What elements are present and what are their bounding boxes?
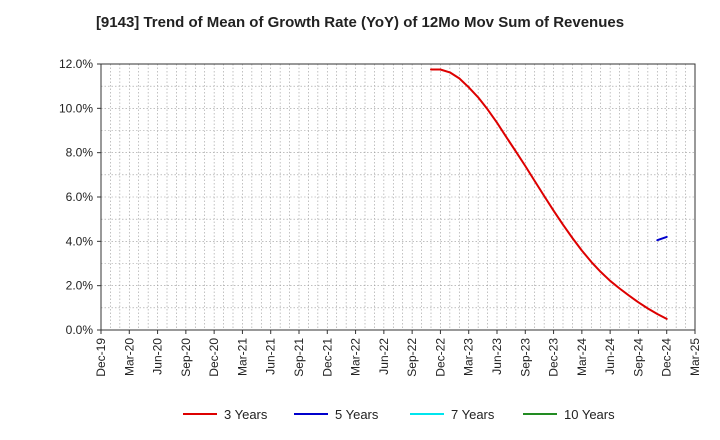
x-tick-label: Sep-21 — [292, 338, 306, 377]
x-tick-label: Mar-21 — [235, 338, 249, 376]
x-tick-label: Mar-20 — [122, 338, 136, 376]
y-tick-label: 2.0% — [66, 279, 94, 293]
legend-label-3-years: 3 Years — [224, 407, 268, 422]
legend-label-10-years: 10 Years — [564, 407, 615, 422]
y-tick-label: 8.0% — [66, 146, 94, 160]
legend-label-5-years: 5 Years — [335, 407, 379, 422]
y-tick-label: 10.0% — [59, 101, 93, 115]
x-tick-label: Jun-21 — [264, 338, 278, 375]
x-tick-label: Dec-24 — [660, 338, 674, 377]
y-tick-label: 0.0% — [66, 323, 94, 337]
series-line-3-years — [430, 68, 668, 320]
x-tick-label: Jun-20 — [151, 338, 165, 375]
series-layer — [430, 68, 668, 320]
x-tick-label: Dec-19 — [94, 338, 108, 377]
x-tick-label: Mar-23 — [462, 338, 476, 376]
axis-layer: 0.0% 2.0% 4.0% 6.0% 8.0% 10.0% 12.0% Dec-19 Mar-… — [59, 57, 702, 377]
y-tick-label: 12.0% — [59, 57, 93, 71]
x-tick-label: Mar-25 — [688, 338, 702, 376]
y-tick-label: 6.0% — [66, 190, 94, 204]
y-tick-label: 4.0% — [66, 234, 94, 248]
x-tick-label: Sep-20 — [179, 338, 193, 377]
x-tick-label: Sep-22 — [405, 338, 419, 377]
x-tick-label: Dec-21 — [320, 338, 334, 377]
x-tick-label: Mar-22 — [349, 338, 363, 376]
legend-label-7-years: 7 Years — [451, 407, 495, 422]
x-tick-label: Sep-23 — [518, 338, 532, 377]
grid-layer — [100, 63, 696, 331]
x-tick-label: Mar-24 — [575, 338, 589, 376]
legend-layer: 3 Years 5 Years 7 Years 10 Years — [183, 407, 615, 422]
x-tick-label: Jun-22 — [377, 338, 391, 375]
chart-title: [9143] Trend of Mean of Growth Rate (YoY… — [95, 14, 625, 31]
x-tick-label: Sep-24 — [631, 338, 645, 377]
x-tick-label: Jun-23 — [490, 338, 504, 375]
series-line-5-years — [656, 235, 668, 242]
x-tick-label: Dec-22 — [433, 338, 447, 377]
x-tick-label: Dec-20 — [207, 338, 221, 377]
x-tick-label: Dec-23 — [547, 338, 561, 377]
x-tick-label: Jun-24 — [603, 338, 617, 375]
